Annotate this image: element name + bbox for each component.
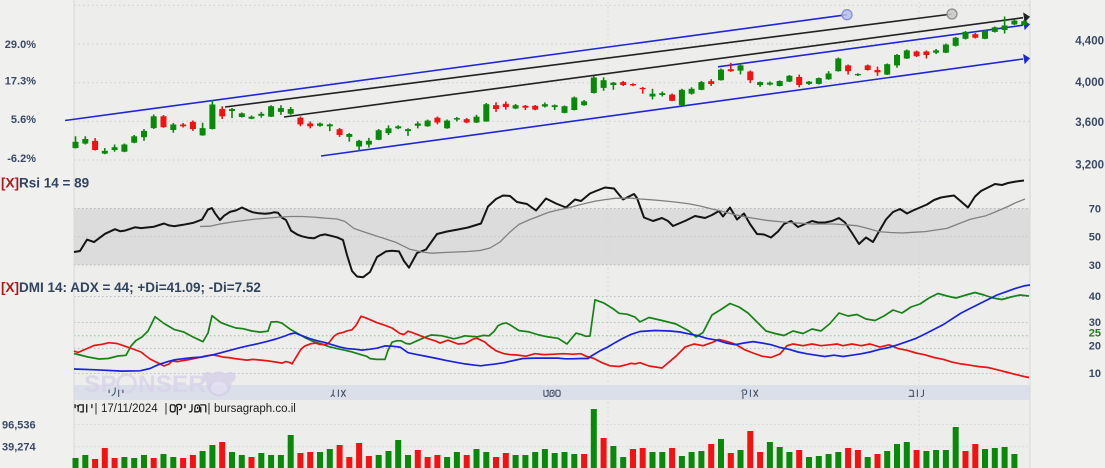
svg-text:70: 70	[1089, 203, 1101, 215]
svg-text:17.3%: 17.3%	[5, 76, 36, 88]
svg-text:SP: SP	[84, 371, 117, 398]
svg-text:|: |	[165, 403, 168, 415]
svg-text:3,200: 3,200	[1075, 159, 1104, 171]
svg-text:40: 40	[1089, 291, 1101, 303]
svg-text:17/11/2024: 17/11/2024	[101, 403, 158, 415]
svg-text:30: 30	[1089, 317, 1101, 329]
svg-text:NSER: NSER	[138, 371, 206, 398]
svg-text:96,536: 96,536	[2, 419, 36, 431]
svg-text:10: 10	[1089, 368, 1101, 380]
svg-text:-6.2%: -6.2%	[7, 153, 36, 165]
svg-text:25: 25	[1089, 328, 1101, 340]
svg-text:|: |	[95, 403, 98, 415]
svg-text:[X]Rsi 14 = 89: [X]Rsi 14 = 89	[1, 176, 89, 191]
svg-text:30: 30	[1089, 260, 1101, 272]
svg-text:5.6%: 5.6%	[11, 114, 36, 126]
svg-text:|: |	[208, 403, 211, 415]
svg-text:50: 50	[1089, 232, 1101, 244]
svg-text:29.0%: 29.0%	[5, 39, 36, 51]
svg-text:4,000: 4,000	[1075, 77, 1104, 89]
svg-text:20: 20	[1089, 341, 1101, 353]
svg-text:39,274: 39,274	[2, 442, 37, 454]
svg-text:[X]DMI 14: ADX = 44; +Di=41.09: [X]DMI 14: ADX = 44; +Di=41.09; -Di=7.52	[1, 280, 261, 295]
svg-text:3,600: 3,600	[1075, 117, 1104, 129]
svg-text:bursagraph.co.il: bursagraph.co.il	[214, 403, 296, 415]
svg-text:4,400: 4,400	[1075, 35, 1104, 47]
